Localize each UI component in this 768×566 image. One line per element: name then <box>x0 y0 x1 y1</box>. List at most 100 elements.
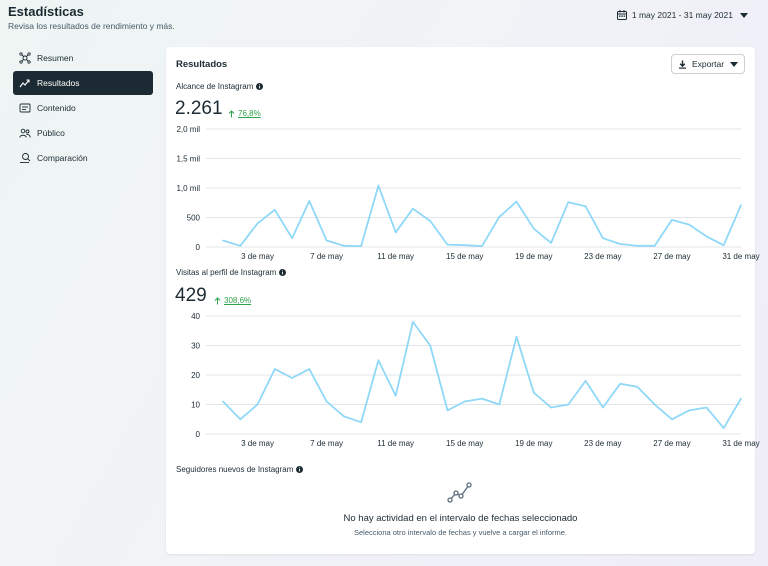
x-tick-label: 19 de may <box>515 252 552 261</box>
data-point <box>619 243 621 245</box>
data-point <box>533 391 535 394</box>
series-line <box>222 184 742 247</box>
data-point <box>533 227 535 230</box>
y-tick-label: 40 <box>191 312 200 321</box>
empty-state-title: No hay actividad en el intervalo de fech… <box>343 513 578 524</box>
y-tick-label: 20 <box>191 371 200 380</box>
chevron-down-icon <box>740 12 748 18</box>
data-point <box>274 368 276 370</box>
data-point <box>688 223 690 226</box>
data-point <box>412 207 414 210</box>
data-point <box>481 245 483 247</box>
data-point <box>446 243 449 246</box>
data-point <box>671 219 673 221</box>
date-range-picker[interactable]: 1 may 2021 - 31 may 2021 <box>616 10 748 20</box>
download-icon <box>678 60 686 69</box>
data-point <box>360 421 362 423</box>
x-tick-label: 7 de may <box>310 252 343 261</box>
sidebar: Resumen Resultados Contenido Público Com… <box>13 46 153 171</box>
sidebar-item-label: Público <box>37 128 65 138</box>
sidebar-item-label: Contenido <box>37 103 76 113</box>
data-point <box>567 201 570 203</box>
data-point <box>360 245 362 247</box>
x-tick-label: 15 de may <box>446 252 483 261</box>
date-range-label: 1 may 2021 - 31 may 2021 <box>631 10 733 20</box>
x-tick-label: 15 de may <box>446 439 483 448</box>
data-point <box>325 400 328 403</box>
empty-state-subtitle: Selecciona otro intervalo de fechas y vu… <box>353 528 568 537</box>
info-icon[interactable] <box>279 269 287 276</box>
sidebar-item-comparacion[interactable]: Comparación <box>13 146 153 170</box>
sidebar-item-resumen[interactable]: Resumen <box>13 46 153 70</box>
reach-chart: 0 500 1,0 mil 1,5 mil 2,0 mil 3 de may 7 de ma… <box>176 125 759 261</box>
data-point <box>567 403 570 406</box>
empty-chart-icon <box>447 482 472 503</box>
data-point <box>463 244 466 247</box>
compare-icon <box>20 153 31 163</box>
overview-icon <box>19 52 31 64</box>
data-point <box>481 397 483 400</box>
data-point <box>308 200 311 202</box>
data-point <box>274 209 276 211</box>
arrow-up-icon <box>214 296 221 304</box>
data-point <box>636 386 639 388</box>
sidebar-item-resultados[interactable]: Resultados <box>13 71 153 95</box>
export-button[interactable]: Exportar <box>671 54 745 74</box>
data-point <box>584 205 587 208</box>
panel-title: Resultados <box>176 59 228 70</box>
x-tick-label: 23 de may <box>584 439 621 448</box>
data-point <box>705 406 708 409</box>
data-point <box>688 409 690 412</box>
data-point <box>412 321 414 323</box>
data-point <box>671 418 673 421</box>
data-point <box>239 245 242 247</box>
reach-delta-value: 76,8% <box>238 109 261 118</box>
content-icon <box>19 103 31 113</box>
data-point <box>222 400 224 403</box>
sidebar-item-contenido[interactable]: Contenido <box>13 96 153 120</box>
data-point <box>222 239 224 242</box>
data-point <box>722 427 725 429</box>
data-point <box>394 394 397 397</box>
visits-delta-value: 308,6% <box>224 296 252 305</box>
data-point <box>377 359 380 362</box>
data-point <box>636 245 639 247</box>
info-icon[interactable] <box>296 466 304 473</box>
export-label: Exportar <box>691 59 725 69</box>
y-tick-label: 1,5 mil <box>176 155 200 164</box>
info-icon[interactable] <box>256 83 264 90</box>
y-tick-label: 0 <box>196 243 201 252</box>
sidebar-item-label: Comparación <box>37 153 88 163</box>
data-point <box>429 220 432 222</box>
data-point <box>705 235 708 238</box>
sidebar-item-label: Resumen <box>37 53 74 63</box>
data-point <box>515 200 518 203</box>
data-point <box>291 377 293 379</box>
audience-icon <box>19 128 31 138</box>
x-tick-label: 3 de may <box>241 252 274 261</box>
x-tick-label: 27 de may <box>653 252 690 261</box>
data-point <box>550 406 552 409</box>
visits-label-text: Visitas al perfil de Instagram <box>176 268 277 277</box>
followers-label-text: Seguidores nuevos de Instagram <box>176 465 294 474</box>
data-point <box>602 406 604 409</box>
data-point <box>740 397 742 400</box>
data-point <box>498 216 501 218</box>
y-tick-label: 0 <box>196 430 201 439</box>
data-point <box>256 222 259 225</box>
data-point <box>291 237 293 239</box>
visits-chart: 0 10 20 30 40 3 de may 7 de may 11 de may 15 de … <box>191 312 760 448</box>
sidebar-item-publico[interactable]: Público <box>13 121 153 145</box>
x-tick-label: 7 de may <box>310 439 343 448</box>
page-header: Estadísticas Revisa los resultados de re… <box>8 4 175 31</box>
visits-value: 429 <box>175 285 207 306</box>
reach-delta: 76,8% <box>228 109 261 118</box>
data-point <box>239 418 242 421</box>
data-point <box>602 237 604 239</box>
data-point <box>619 383 621 385</box>
y-tick-label: 2,0 mil <box>176 125 200 134</box>
page-title: Estadísticas <box>8 4 84 19</box>
data-point <box>308 368 311 370</box>
data-point <box>515 335 518 338</box>
x-tick-label: 11 de may <box>377 252 414 261</box>
